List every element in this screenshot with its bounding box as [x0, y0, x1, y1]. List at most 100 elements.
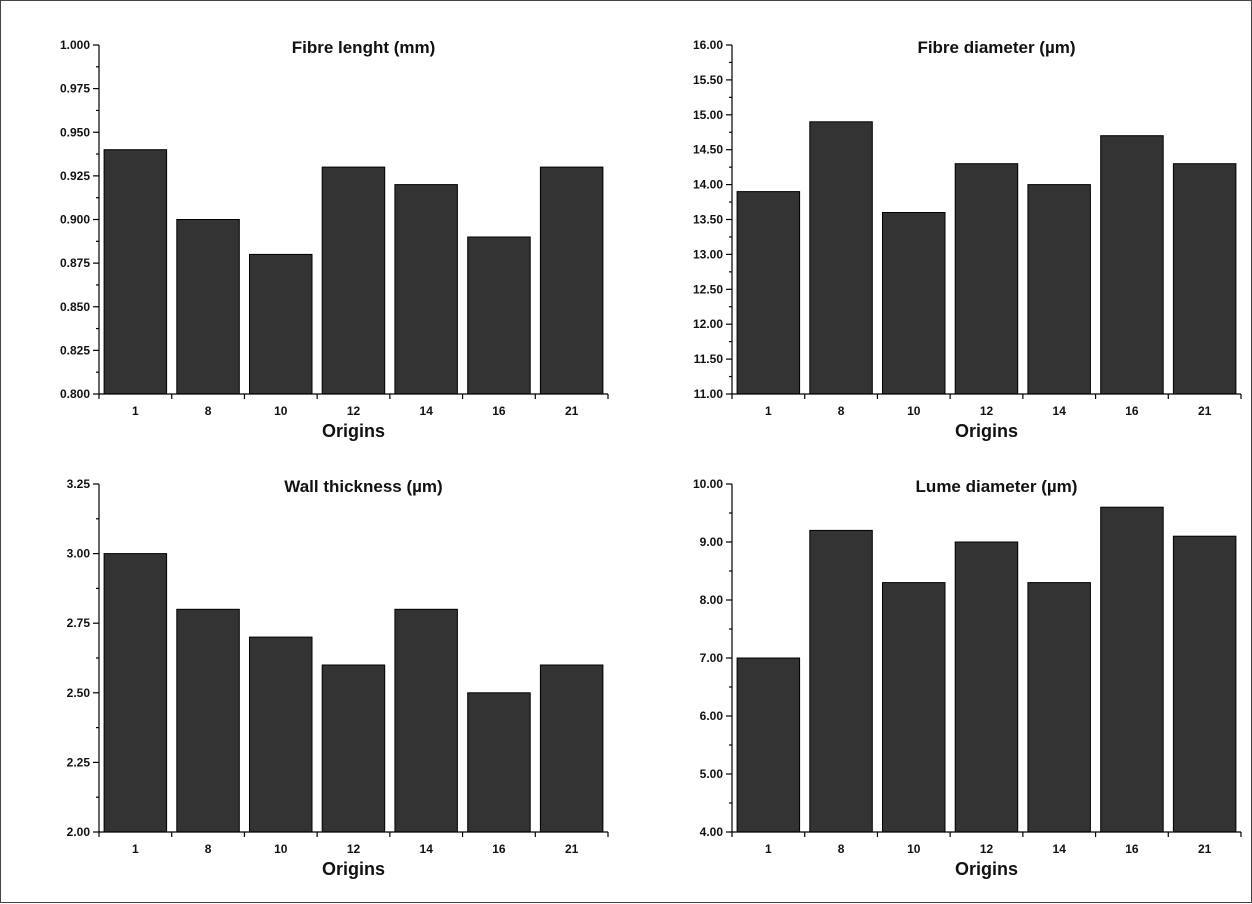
x-axis-label: Origins: [955, 421, 1018, 441]
y-tick-label: 15.00: [693, 108, 723, 122]
x-tick-label: 16: [492, 842, 506, 856]
chart-fibre-diameter: Fibre diameter (µm) 11.00 11.50 12.00 12.50 1…: [631, 1, 1251, 451]
x-tick-label: 1: [765, 404, 772, 418]
x-tick-label: 1: [765, 842, 772, 856]
x-tick-label: 10: [907, 842, 921, 856]
bar-origin-10: [249, 636, 313, 833]
y-tick-label: 14.50: [693, 143, 723, 157]
chart-title: Lume diameter (µm): [916, 477, 1078, 496]
x-tick-label: 1: [132, 404, 139, 418]
chart-wall-thickness: Wall thickness (µm) 2.00 2.25 2.50 2.75 3.00 3…: [1, 451, 621, 904]
bar-origin-1: [103, 553, 168, 833]
x-tick-label: 16: [492, 404, 506, 418]
y-tick-label: 1.000: [60, 38, 90, 52]
y-tick-label: 5.00: [700, 767, 724, 781]
bar-origin-14: [394, 608, 458, 833]
y-tick-label: 0.825: [60, 343, 90, 357]
x-tick-label: 14: [420, 404, 434, 418]
bar-origin-1: [103, 149, 168, 395]
chart-lume-diameter: Lume diameter (µm) 4.00 5.00 6.00 7.00 8.00 9.…: [631, 451, 1251, 904]
y-tick-label: 11.00: [694, 387, 724, 401]
bar-origin-10: [249, 253, 313, 395]
x-tick-label: 8: [205, 842, 212, 856]
y-tick-label: 0.925: [60, 169, 90, 183]
x-tick-label: 14: [1053, 404, 1067, 418]
bar-origin-16: [467, 236, 531, 395]
y-tick-label: 0.850: [60, 300, 90, 314]
y-tick-label: 2.00: [67, 825, 91, 839]
bar-origin-10: [882, 582, 946, 833]
y-tick-label: 0.900: [60, 213, 90, 227]
bar-origin-16: [1100, 135, 1164, 395]
bar-origin-16: [467, 692, 531, 833]
bar-origin-8: [176, 608, 240, 833]
x-tick-label: 10: [274, 404, 288, 418]
y-tick-label: 0.950: [60, 125, 90, 139]
x-axis-label: Origins: [322, 421, 385, 441]
y-tick-label: 11.50: [694, 352, 724, 366]
y-tick-label: 12.00: [693, 317, 723, 331]
x-tick-label: 16: [1125, 404, 1139, 418]
bar-origin-14: [394, 184, 458, 395]
x-tick-label: 21: [565, 404, 579, 418]
bar-origin-12: [954, 541, 1019, 833]
y-tick-label: 2.75: [67, 616, 91, 630]
y-tick-label: 13.50: [693, 213, 723, 227]
bar-origin-8: [176, 219, 240, 395]
x-tick-label: 8: [838, 404, 845, 418]
y-tick-label: 10.00: [693, 477, 723, 491]
y-tick-label: 0.800: [60, 387, 90, 401]
y-tick-label: 12.50: [693, 282, 723, 296]
chart-title: Wall thickness (µm): [284, 477, 442, 496]
bar-origin-8: [809, 529, 873, 833]
bar-origin-14: [1027, 582, 1091, 833]
y-tick-label: 16.00: [693, 38, 723, 52]
x-tick-label: 12: [347, 842, 361, 856]
chart-fibre-length: Fibre lenght (mm) 0.800 0.825 0.850 0.875 0.9…: [1, 1, 621, 451]
bar-origin-12: [321, 664, 386, 833]
bar-origin-12: [954, 163, 1019, 395]
x-tick-label: 8: [838, 842, 845, 856]
x-tick-label: 21: [1198, 842, 1212, 856]
chart-title: Fibre lenght (mm): [292, 38, 436, 57]
bar-origin-21: [1172, 163, 1237, 395]
y-tick-label: 2.25: [67, 755, 91, 769]
bar-origin-10: [882, 212, 946, 395]
x-tick-label: 14: [1053, 842, 1067, 856]
y-tick-label: 15.50: [693, 73, 723, 87]
chart-lume-diameter-svg: Lume diameter (µm) 4.00 5.00 6.00 7.00 8.00 9.…: [693, 477, 1242, 879]
chart-fibre-length-svg: Fibre lenght (mm) 0.800 0.825 0.850 0.875 0.9…: [60, 38, 609, 441]
y-tick-label: 3.25: [67, 477, 91, 491]
y-tick-label: 9.00: [700, 535, 724, 549]
bar-origin-21: [539, 166, 604, 395]
x-tick-label: 1: [132, 842, 139, 856]
y-tick-label: 2.50: [67, 686, 91, 700]
x-tick-label: 14: [420, 842, 434, 856]
bar-origin-14: [1027, 184, 1091, 395]
y-tick-label: 13.00: [693, 247, 723, 261]
bar-origin-21: [1172, 535, 1237, 833]
bar-origin-1: [736, 191, 801, 395]
x-tick-label: 10: [274, 842, 288, 856]
x-tick-label: 12: [347, 404, 361, 418]
chart-title: Fibre diameter (µm): [917, 38, 1075, 57]
y-tick-label: 0.975: [60, 82, 90, 96]
x-tick-label: 8: [205, 404, 212, 418]
x-axis-label: Origins: [955, 859, 1018, 879]
bar-origin-16: [1100, 506, 1164, 833]
bar-origin-1: [736, 657, 801, 833]
x-tick-label: 10: [907, 404, 921, 418]
bar-origin-21: [539, 664, 604, 833]
x-axis-label: Origins: [322, 859, 385, 879]
y-tick-label: 7.00: [700, 651, 724, 665]
x-tick-label: 21: [1198, 404, 1212, 418]
x-tick-label: 12: [980, 404, 994, 418]
y-tick-label: 6.00: [700, 709, 724, 723]
x-tick-label: 21: [565, 842, 579, 856]
y-tick-label: 3.00: [67, 547, 91, 561]
y-tick-label: 14.00: [693, 178, 723, 192]
bar-origin-12: [321, 166, 386, 395]
chart-fibre-diameter-svg: Fibre diameter (µm) 11.00 11.50 12.00 12.50 1…: [693, 38, 1242, 441]
y-tick-label: 4.00: [700, 825, 724, 839]
